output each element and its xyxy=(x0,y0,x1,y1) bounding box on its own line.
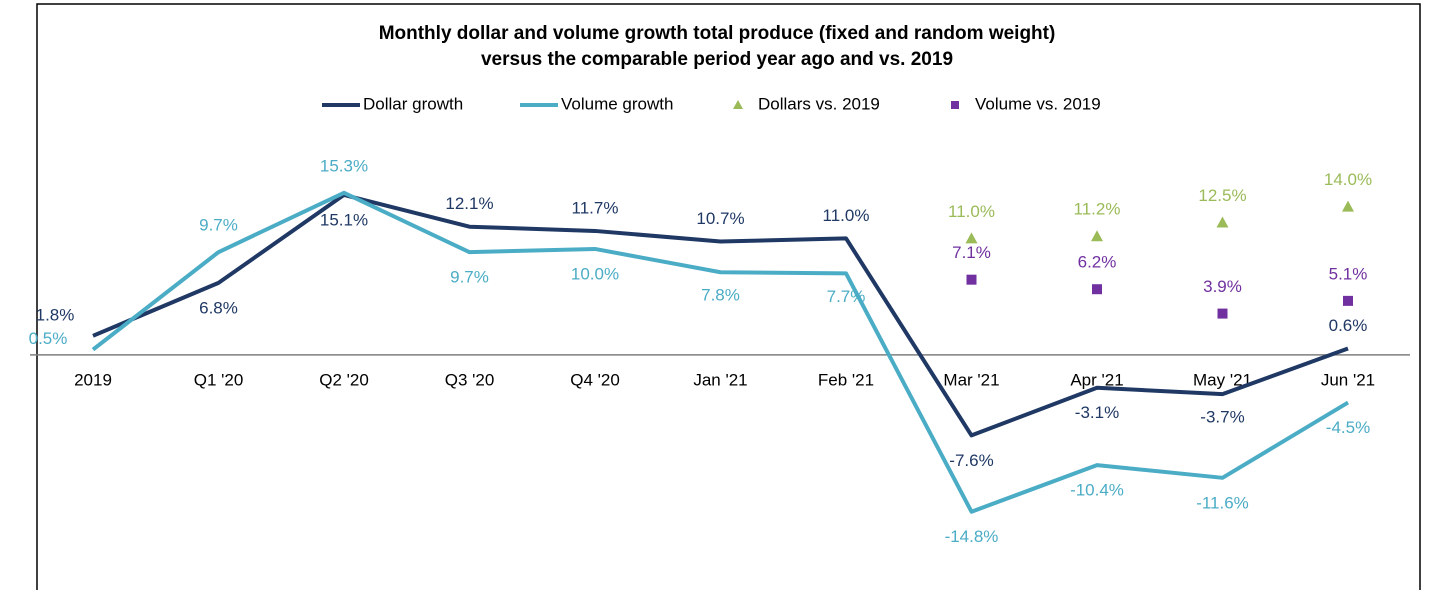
data-label: 11.0% xyxy=(823,206,870,225)
triangle-marker xyxy=(1091,230,1103,242)
legend-label: Volume vs. 2019 xyxy=(975,94,1101,113)
triangle-marker xyxy=(965,232,978,244)
data-label: 0.6% xyxy=(1329,316,1368,335)
square-marker xyxy=(966,274,977,285)
square-marker xyxy=(1343,295,1353,306)
data-label: 7.1% xyxy=(952,243,991,262)
x-tick-label: May '21 xyxy=(1193,370,1252,389)
legend-label: Dollars vs. 2019 xyxy=(758,94,880,113)
line-series xyxy=(91,190,1350,514)
x-tick-label: Q1 '20 xyxy=(194,370,244,389)
data-label: 6.2% xyxy=(1078,253,1117,272)
data-label: -11.6% xyxy=(1196,493,1249,512)
x-tick-label: 2019 xyxy=(74,370,112,389)
data-label: 15.3% xyxy=(320,156,368,175)
chart-frame xyxy=(36,3,1421,590)
chart-title: Monthly dollar and volume growth total p… xyxy=(379,23,1056,44)
data-label: 9.7% xyxy=(450,268,489,287)
data-label: 5.1% xyxy=(1329,264,1368,283)
data-label: 3.9% xyxy=(1203,277,1242,296)
data-label: 10.0% xyxy=(571,264,619,283)
data-label: 1.8% xyxy=(36,305,75,324)
data-label: 12.5% xyxy=(1198,186,1246,205)
chart-title: versus the comparable period year ago an… xyxy=(481,49,953,70)
x-tick-label: Jun '21 xyxy=(1321,370,1375,389)
data-label: 12.1% xyxy=(445,194,493,213)
data-label: -10.4% xyxy=(1070,481,1124,500)
data-label: -3.7% xyxy=(1200,408,1244,427)
data-label: 6.8% xyxy=(199,298,238,317)
data-label: 15.1% xyxy=(320,210,368,229)
x-tick-label: Q3 '20 xyxy=(445,370,495,389)
legend-swatch xyxy=(733,100,743,109)
data-label: -14.8% xyxy=(945,527,999,546)
x-tick-label: Mar '21 xyxy=(943,370,999,389)
data-label: -3.1% xyxy=(1075,403,1119,422)
legend-swatch xyxy=(951,101,959,109)
data-label: 7.7% xyxy=(827,287,866,306)
triangle-marker xyxy=(1216,216,1229,228)
legend-label: Dollar growth xyxy=(363,94,463,113)
data-label: -7.6% xyxy=(949,451,993,470)
legend-label: Volume growth xyxy=(561,94,673,113)
data-label: 11.2% xyxy=(1074,200,1121,219)
data-label: 11.0% xyxy=(948,202,995,221)
line-series xyxy=(92,192,1349,438)
triangle-marker xyxy=(1342,200,1354,212)
data-label: 11.7% xyxy=(572,198,619,217)
data-label: 14.0% xyxy=(1324,170,1372,189)
square-marker xyxy=(1217,308,1228,319)
data-label: 9.7% xyxy=(199,216,238,235)
data-label: -4.5% xyxy=(1326,418,1370,437)
data-label: 10.7% xyxy=(696,209,744,228)
x-tick-label: Q2 '20 xyxy=(319,370,369,389)
x-tick-label: Q4 '20 xyxy=(570,370,620,389)
data-label: 0.5% xyxy=(29,329,68,348)
square-marker xyxy=(1092,284,1102,295)
x-tick-label: Feb '21 xyxy=(818,370,874,389)
data-label: 7.8% xyxy=(701,286,740,305)
x-tick-label: Apr '21 xyxy=(1070,370,1123,389)
x-tick-label: Jan '21 xyxy=(693,370,747,389)
